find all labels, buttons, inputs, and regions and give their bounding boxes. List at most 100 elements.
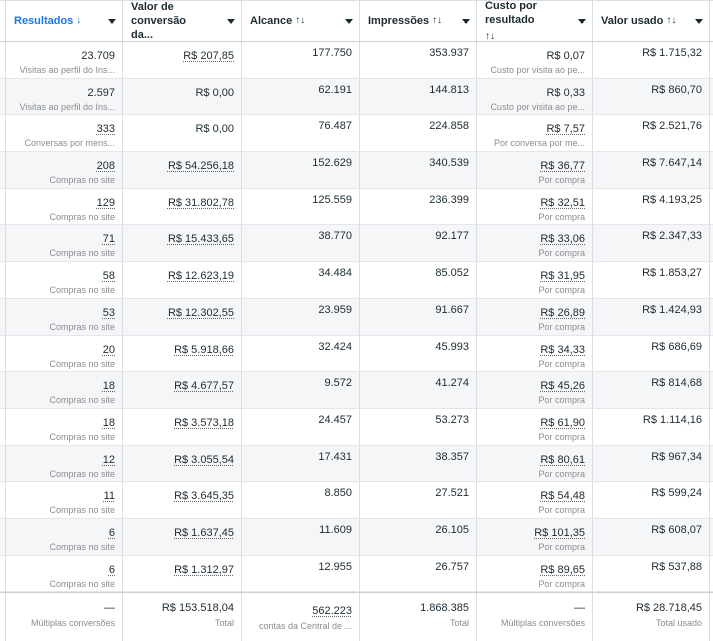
- results-value[interactable]: 23.709: [81, 50, 115, 62]
- cost-per-result-value[interactable]: R$ 34,33: [540, 344, 585, 356]
- cost-per-result-value[interactable]: R$ 45,26: [540, 380, 585, 392]
- conversion-value[interactable]: R$ 3.055,54: [174, 454, 234, 466]
- cost-per-result-cell: R$ 89,65 Por compra: [477, 556, 593, 592]
- conversion-value-cell: R$ 5.918,66: [123, 336, 242, 372]
- results-value[interactable]: 12: [103, 454, 115, 466]
- table-row[interactable]: 6 Compras no site R$ 1.312,97 12.955 26.…: [0, 556, 713, 593]
- cost-per-result-value[interactable]: R$ 26,89: [540, 307, 585, 319]
- results-value[interactable]: 129: [97, 197, 115, 209]
- cost-per-result-value[interactable]: R$ 61,90: [540, 417, 585, 429]
- column-header-amount-spent[interactable]: Valor usado ↑↓: [593, 1, 710, 41]
- cost-per-result-cell: R$ 101,35 Por compra: [477, 519, 593, 555]
- column-dropdown-caret-icon[interactable]: [695, 19, 703, 24]
- total-spent-label: Total usado: [599, 617, 702, 630]
- amount-spent-value: R$ 1.853,27: [599, 266, 702, 281]
- conversion-value[interactable]: R$ 15.433,65: [168, 233, 234, 245]
- results-value[interactable]: 6: [109, 527, 115, 539]
- conversion-value[interactable]: R$ 3.573,18: [174, 417, 234, 429]
- results-cell: 18 Compras no site: [6, 409, 123, 445]
- results-value[interactable]: 18: [103, 380, 115, 392]
- cost-per-result-value[interactable]: R$ 89,65: [540, 564, 585, 576]
- amount-spent-cell: R$ 967,34: [593, 446, 710, 482]
- column-header-results[interactable]: Resultados ↓: [6, 1, 123, 41]
- reach-value: 23.959: [248, 303, 352, 318]
- cost-per-result-value[interactable]: R$ 31,95: [540, 270, 585, 282]
- results-cell: 2.597 Visitas ao perfil do Ins...: [6, 79, 123, 115]
- impressions-value: 45.993: [366, 340, 469, 355]
- table-row[interactable]: 53 Compras no site R$ 12.302,55 23.959 9…: [0, 299, 713, 336]
- results-value[interactable]: 58: [103, 270, 115, 282]
- cost-per-result-type: Por compra: [483, 468, 585, 481]
- conversion-value-cell: R$ 0,00: [123, 115, 242, 151]
- conversion-value[interactable]: R$ 12.623,19: [168, 270, 234, 282]
- results-value[interactable]: 208: [97, 160, 115, 172]
- column-dropdown-caret-icon[interactable]: [227, 19, 235, 24]
- column-dropdown-caret-icon[interactable]: [462, 19, 470, 24]
- cost-per-result-value[interactable]: R$ 101,35: [534, 527, 585, 539]
- cost-per-result-value[interactable]: R$ 32,51: [540, 197, 585, 209]
- cost-per-result-value[interactable]: R$ 33,06: [540, 233, 585, 245]
- column-header-cost-per-result[interactable]: Custo por resultado ↑↓: [477, 1, 593, 41]
- total-conversion-value: R$ 153.518,04: [129, 601, 234, 616]
- table-row[interactable]: 18 Compras no site R$ 4.677,57 9.572 41.…: [0, 372, 713, 409]
- column-dropdown-caret-icon[interactable]: [345, 19, 353, 24]
- sort-icon[interactable]: ↑↓: [295, 14, 305, 28]
- column-header-impressions[interactable]: Impressões ↑↓: [360, 1, 477, 41]
- amount-spent-value: R$ 1.715,32: [599, 46, 702, 61]
- reach-cell: 12.955: [242, 556, 360, 592]
- results-value[interactable]: 71: [103, 233, 115, 245]
- impressions-cell: 45.993: [360, 336, 477, 372]
- table-row[interactable]: 23.709 Visitas ao perfil do Ins... R$ 20…: [0, 42, 713, 79]
- conversion-value[interactable]: R$ 207,85: [183, 50, 234, 62]
- results-cell: 6 Compras no site: [6, 519, 123, 555]
- conversion-value[interactable]: R$ 54.256,18: [168, 160, 234, 172]
- cost-per-result-value[interactable]: R$ 36,77: [540, 160, 585, 172]
- table-row[interactable]: 208 Compras no site R$ 54.256,18 152.629…: [0, 152, 713, 189]
- results-value[interactable]: 333: [97, 123, 115, 135]
- amount-spent-value: R$ 2.347,33: [599, 229, 702, 244]
- results-value[interactable]: 53: [103, 307, 115, 319]
- amount-spent-value: R$ 608,07: [599, 523, 702, 538]
- column-header-reach[interactable]: Alcance ↑↓: [242, 1, 360, 41]
- cost-per-result-value[interactable]: R$ 7,57: [546, 123, 585, 135]
- conversion-value-cell: R$ 207,85: [123, 42, 242, 78]
- table-row[interactable]: 2.597 Visitas ao perfil do Ins... R$ 0,0…: [0, 79, 713, 116]
- results-value[interactable]: 11: [104, 490, 115, 502]
- conversion-value[interactable]: R$ 5.918,66: [174, 344, 234, 356]
- table-row[interactable]: 71 Compras no site R$ 15.433,65 38.770 9…: [0, 225, 713, 262]
- sort-descending-icon[interactable]: ↓: [76, 14, 81, 28]
- conversion-value[interactable]: R$ 3.645,35: [174, 490, 234, 502]
- column-header-conversion-value[interactable]: Valor de conversão da...: [123, 1, 242, 41]
- conversion-value[interactable]: R$ 31.802,78: [168, 197, 234, 209]
- table-row[interactable]: 12 Compras no site R$ 3.055,54 17.431 38…: [0, 446, 713, 483]
- results-value[interactable]: 6: [109, 564, 115, 576]
- sort-icon[interactable]: ↑↓: [666, 14, 676, 28]
- results-type: Compras no site: [12, 394, 115, 407]
- cost-per-result-type: Por compra: [483, 578, 585, 591]
- table-row[interactable]: 333 Conversas por mens... R$ 0,00 76.487…: [0, 115, 713, 152]
- conversion-value[interactable]: R$ 12.302,55: [168, 307, 234, 319]
- sort-icon[interactable]: ↑↓: [432, 14, 442, 28]
- table-row[interactable]: 18 Compras no site R$ 3.573,18 24.457 53…: [0, 409, 713, 446]
- table-row[interactable]: 6 Compras no site R$ 1.637,45 11.609 26.…: [0, 519, 713, 556]
- impressions-value: 236.399: [366, 193, 469, 208]
- results-value[interactable]: 2.597: [87, 87, 115, 99]
- table-row[interactable]: 129 Compras no site R$ 31.802,78 125.559…: [0, 189, 713, 226]
- total-reach[interactable]: 562.223: [312, 604, 352, 619]
- conversion-value[interactable]: R$ 1.637,45: [174, 527, 234, 539]
- table-row[interactable]: 58 Compras no site R$ 12.623,19 34.484 8…: [0, 262, 713, 299]
- amount-spent-value: R$ 814,68: [599, 376, 702, 391]
- cost-per-result-value[interactable]: R$ 80,61: [540, 454, 585, 466]
- cost-per-result-value[interactable]: R$ 54,48: [540, 490, 585, 502]
- table-row[interactable]: 11 Compras no site R$ 3.645,35 8.850 27.…: [0, 482, 713, 519]
- conversion-value[interactable]: R$ 1.312,97: [174, 564, 234, 576]
- results-value[interactable]: 18: [103, 417, 115, 429]
- column-dropdown-caret-icon[interactable]: [108, 19, 116, 24]
- results-cell: 6 Compras no site: [6, 556, 123, 592]
- amount-spent-value: R$ 599,24: [599, 486, 702, 501]
- results-value[interactable]: 20: [103, 344, 115, 356]
- table-row[interactable]: 20 Compras no site R$ 5.918,66 32.424 45…: [0, 336, 713, 373]
- total-cost-label: Múltiplas conversões: [483, 617, 585, 630]
- conversion-value[interactable]: R$ 4.677,57: [174, 380, 234, 392]
- column-dropdown-caret-icon[interactable]: [578, 19, 586, 24]
